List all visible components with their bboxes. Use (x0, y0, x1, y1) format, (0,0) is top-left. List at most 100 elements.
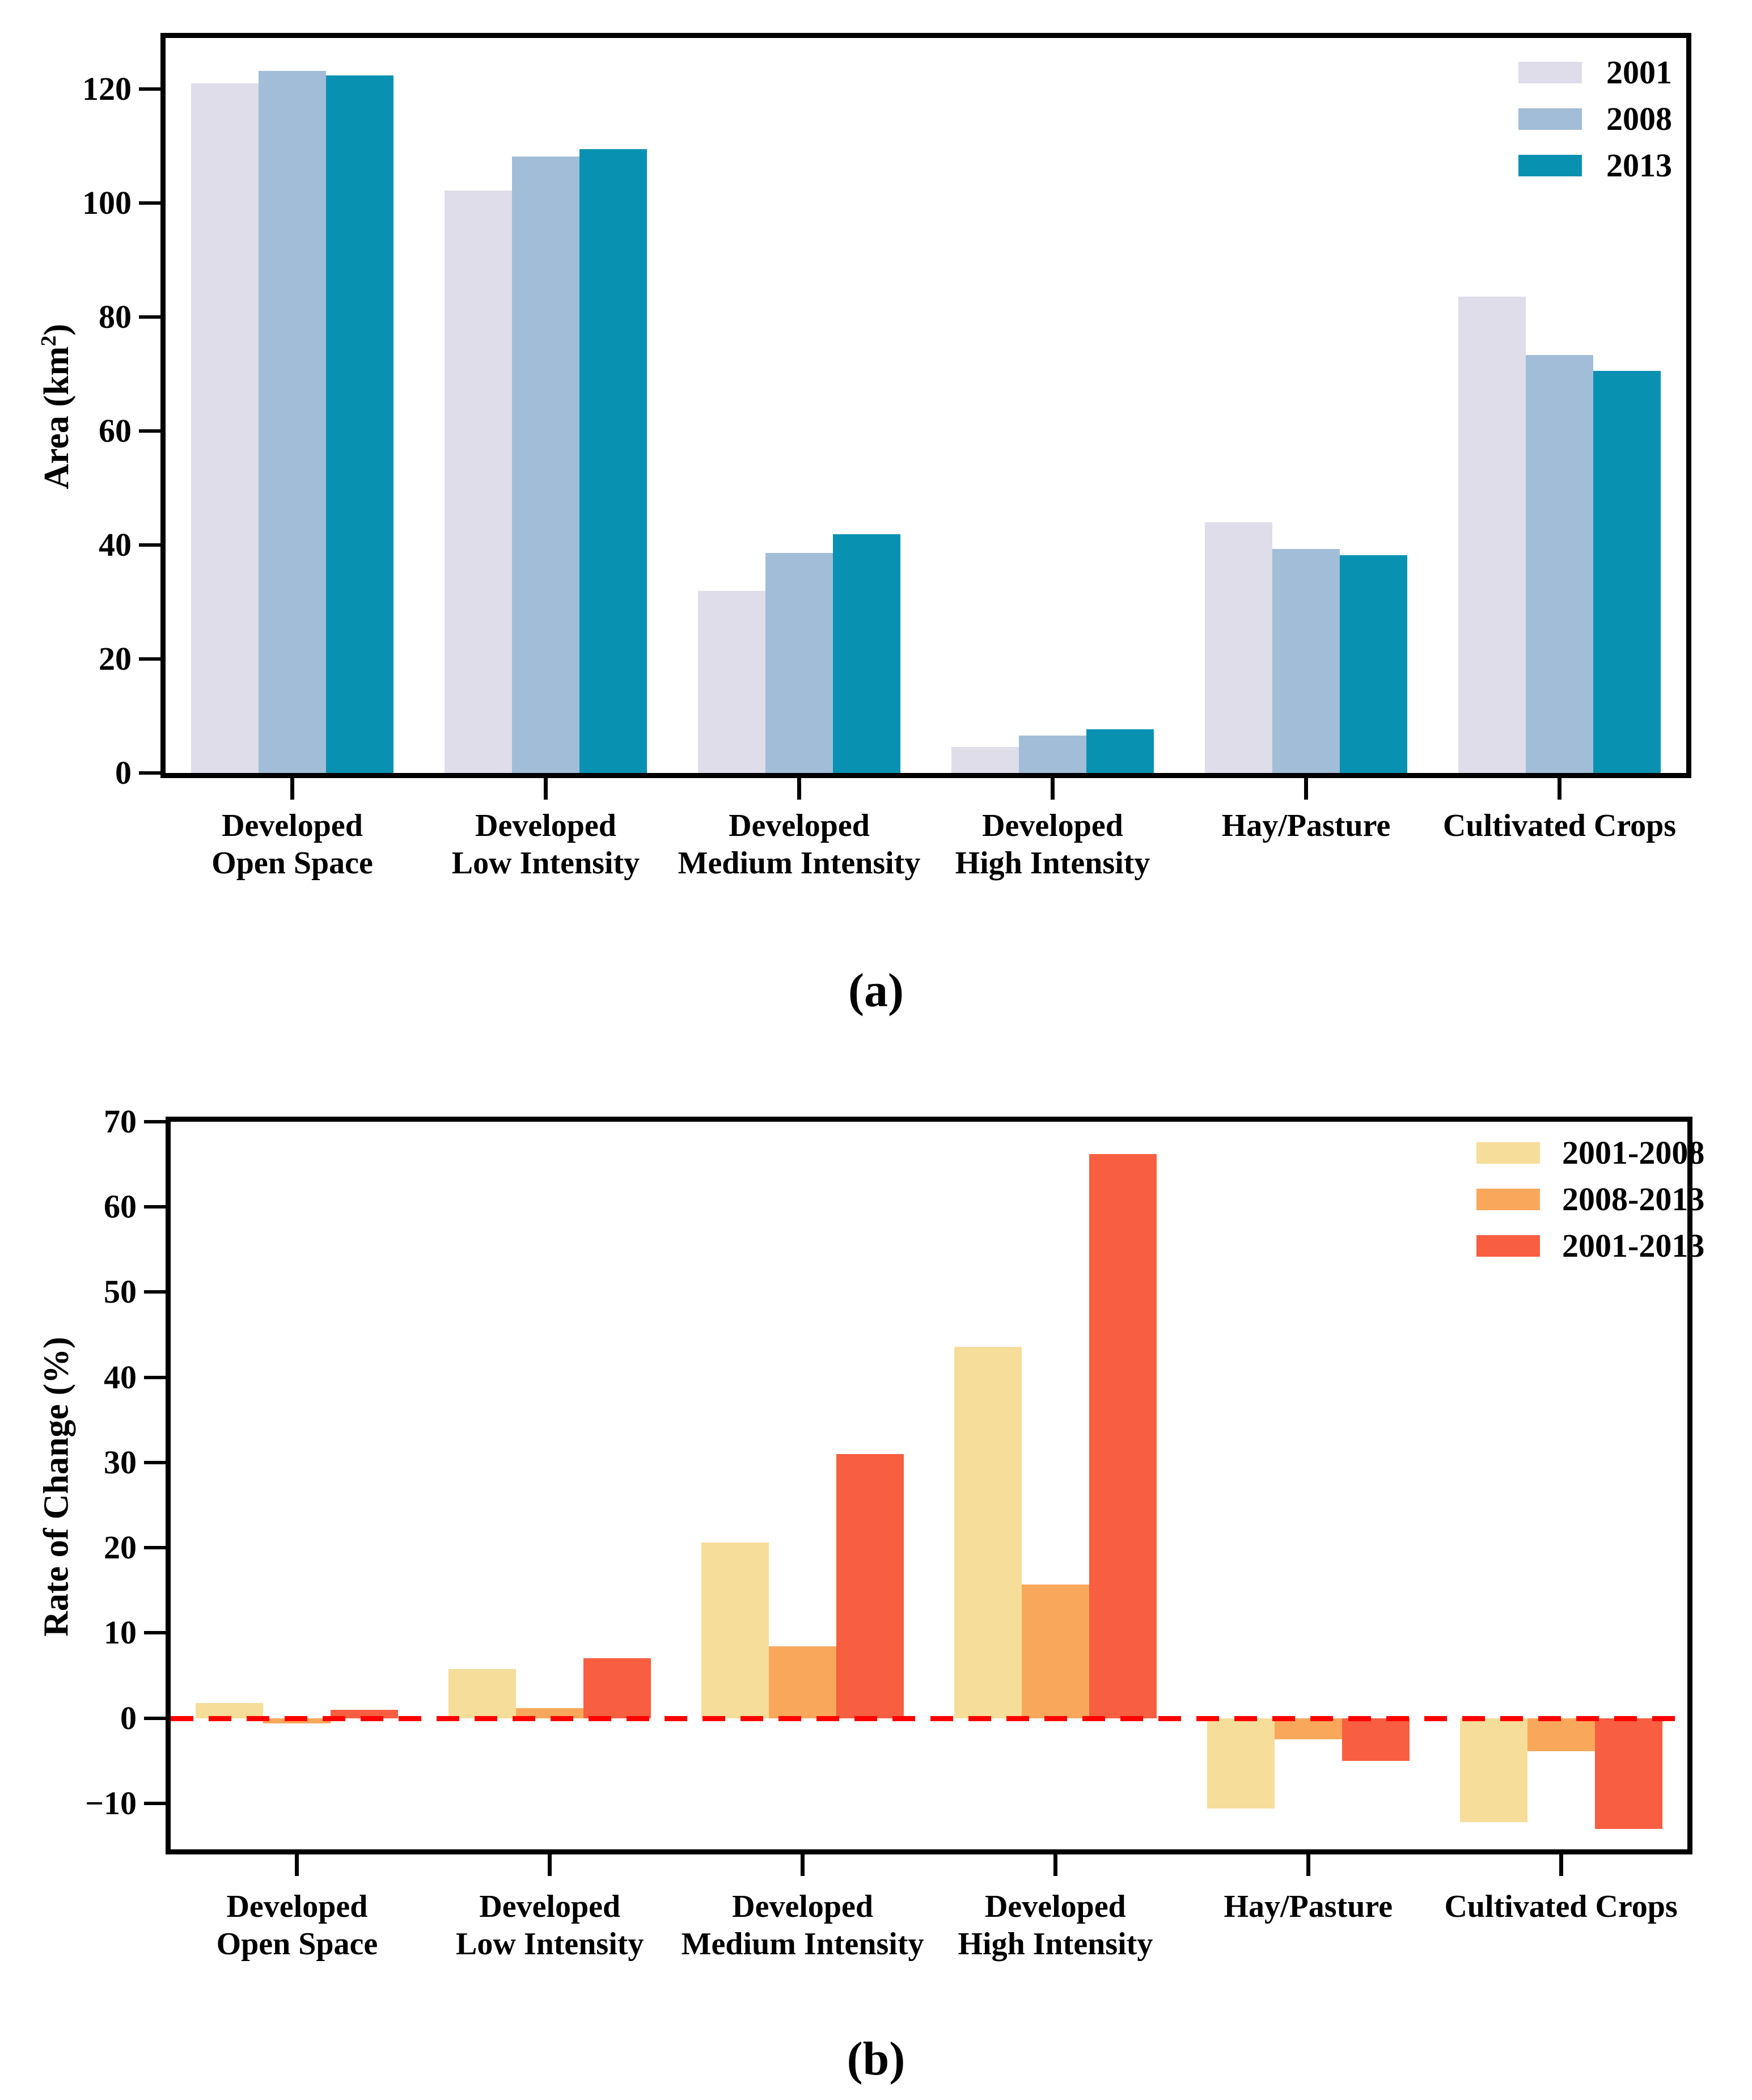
area-plot-area: 0 20 40 60 80 100 120 Developed Open Space Develo… (82, 33, 1691, 881)
y-tick (139, 315, 160, 319)
bar-2008-developed-low-intensity (512, 156, 579, 773)
x-category-label-line: Developed (475, 808, 616, 843)
y-tick (139, 771, 160, 775)
x-tick (290, 778, 294, 800)
x-category-label-line: Open Space (211, 846, 373, 881)
bar-2001-developed-open-space (191, 83, 259, 773)
y-tick (139, 201, 160, 205)
y-tick-label: 10 (104, 1614, 137, 1651)
bar-2008-2013-developed-high-intensity (1021, 1584, 1089, 1718)
x-category-label-line: Medium Intensity (681, 1926, 924, 1962)
bar-2001-developed-low-intensity (445, 191, 512, 773)
y-tick (139, 543, 160, 547)
y-tick (144, 1631, 166, 1635)
caption-a: (a) (848, 964, 904, 1017)
x-category-label-line: Developed (984, 1889, 1126, 1924)
x-category-label-line: Open Space (216, 1926, 378, 1962)
bar-2008-cultivated-crops (1526, 354, 1593, 773)
y-tick-label: 80 (99, 298, 132, 336)
bar-2008-2013-hay-pasture (1274, 1718, 1342, 1740)
y-tick (139, 657, 160, 661)
bar-2013-hay-pasture (1340, 555, 1407, 773)
legend-label-2008: 2008 (1606, 100, 1672, 137)
bar-2008-2013-developed-medium-intensity (769, 1646, 837, 1718)
bar-2013-developed-medium-intensity (833, 534, 900, 773)
y-tick (144, 1120, 166, 1123)
bar-2001-2008-developed-medium-intensity (701, 1543, 769, 1718)
bar-2008-2013-cultivated-crops (1527, 1718, 1595, 1752)
bar-2013-cultivated-crops (1593, 370, 1661, 773)
y-tick-label: 0 (115, 754, 132, 791)
x-category-label-line: Developed (222, 808, 363, 843)
bar-2008-developed-medium-intensity (765, 553, 833, 773)
y-tick-label: 20 (99, 640, 132, 678)
legend-swatch-2008-2013 (1476, 1189, 1540, 1210)
y-tick (144, 1375, 166, 1379)
bar-2001-2013-hay-pasture (1341, 1718, 1410, 1761)
x-category-label-cultivated-crops: Cultivated Crops (1391, 1888, 1731, 1925)
x-category-label-developed-low-intensity: Developed Low Intensity (380, 1888, 720, 1963)
y-tick-label: 0 (120, 1699, 137, 1736)
y-tick (144, 1205, 166, 1209)
legend-swatch-2008 (1518, 108, 1582, 130)
x-tick (801, 1854, 805, 1876)
bar-2001-2013-developed-high-intensity (1089, 1154, 1157, 1718)
x-category-label-line: Medium Intensity (678, 846, 921, 881)
area-y-axis-label-sup: 2 (37, 335, 61, 347)
x-tick (548, 1854, 552, 1876)
legend-label-2013: 2013 (1606, 147, 1672, 184)
x-category-label-developed-open-space: Developed Open Space (122, 807, 463, 882)
legend-label-2001-2013: 2001-2013 (1562, 1227, 1705, 1264)
bar-2001-developed-high-intensity (951, 746, 1019, 773)
x-tick (797, 778, 801, 800)
bar-2001-2008-developed-open-space (196, 1702, 264, 1718)
legend-swatch-2001-2008 (1476, 1142, 1540, 1164)
bar-2001-cultivated-crops (1458, 297, 1526, 773)
y-tick-label: 20 (104, 1529, 137, 1566)
legend-label-2001: 2001 (1606, 54, 1672, 91)
x-category-label-line: High Intensity (955, 846, 1150, 881)
x-category-label-line: Hay/Pasture (1224, 1889, 1393, 1924)
caption-b: (b) (847, 2033, 905, 2085)
legend-swatch-2013 (1518, 155, 1582, 176)
x-category-label-line: Developed (226, 1889, 368, 1924)
y-tick (144, 1801, 166, 1805)
x-category-label-hay-pasture: Hay/Pasture (1136, 807, 1476, 844)
x-category-label-developed-medium-intensity: Developed Medium Intensity (629, 807, 970, 882)
x-category-label-cultivated-crops: Cultivated Crops (1390, 807, 1730, 844)
rate-plot-area: 70 60 50 40 30 20 10 0 −10 Developed Open Space Dev… (85, 1103, 1704, 1962)
x-category-label-developed-low-intensity: Developed Low Intensity (376, 807, 716, 882)
legend-label-2001-2008: 2001-2008 (1562, 1134, 1705, 1171)
bar-2001-2013-developed-low-intensity (583, 1658, 651, 1718)
bar-2001-developed-medium-intensity (698, 590, 765, 773)
y-tick (144, 1460, 166, 1464)
bar-2001-hay-pasture (1205, 522, 1272, 773)
x-category-label-line: Developed (479, 1889, 621, 1924)
bar-2008-developed-high-intensity (1019, 735, 1086, 773)
x-category-label-hay-pasture: Hay/Pasture (1138, 1888, 1478, 1925)
x-category-label-line: Developed (732, 1889, 873, 1924)
x-category-label-developed-medium-intensity: Developed Medium Intensity (633, 1888, 973, 1963)
bar-2001-2013-developed-medium-intensity (836, 1453, 904, 1718)
bar-2013-developed-high-intensity (1086, 729, 1154, 773)
y-tick-label: 100 (82, 184, 132, 222)
zero-reference-line (171, 1716, 1687, 1721)
x-category-label-line: Low Intensity (451, 846, 640, 881)
y-tick (139, 429, 160, 433)
x-category-label-developed-high-intensity: Developed High Intensity (883, 807, 1223, 882)
x-tick (295, 1854, 299, 1876)
x-tick (1304, 778, 1308, 800)
bar-2001-2013-cultivated-crops (1594, 1718, 1662, 1829)
x-category-label-line: Developed (982, 808, 1123, 843)
x-category-label-developed-open-space: Developed Open Space (127, 1888, 467, 1963)
bar-2013-developed-low-intensity (579, 149, 647, 773)
bar-2001-2008-cultivated-crops (1459, 1718, 1527, 1822)
y-tick-label: −10 (84, 1784, 137, 1822)
bar-2001-2008-developed-low-intensity (448, 1668, 517, 1718)
y-tick-label: 40 (104, 1358, 137, 1396)
y-tick-label: 40 (99, 526, 132, 564)
x-category-label-developed-high-intensity: Developed High Intensity (885, 1888, 1225, 1963)
x-category-label-line: Hay/Pasture (1221, 808, 1391, 843)
area-y-axis-label: Area (km2) (36, 10, 77, 804)
